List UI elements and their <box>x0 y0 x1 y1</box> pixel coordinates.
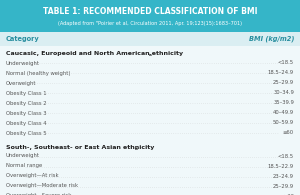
Text: Obesity Class 1: Obesity Class 1 <box>6 90 46 96</box>
Text: 50–59.9: 50–59.9 <box>273 121 294 126</box>
Text: 23–24.9: 23–24.9 <box>273 174 294 178</box>
Text: 40–49.9: 40–49.9 <box>273 111 294 115</box>
Text: ................................................................................: ........................................… <box>25 165 280 168</box>
Text: 35–39.9: 35–39.9 <box>273 100 294 105</box>
Text: Normal range: Normal range <box>6 163 42 168</box>
Text: 25–29.9: 25–29.9 <box>273 183 294 189</box>
Text: Underweight: Underweight <box>6 60 40 66</box>
Text: <18.5: <18.5 <box>278 153 294 159</box>
Text: ................................................................................: ........................................… <box>25 82 280 85</box>
Text: ≥60: ≥60 <box>283 130 294 136</box>
Text: 30–34.9: 30–34.9 <box>273 90 294 96</box>
Text: 25–29.9: 25–29.9 <box>273 81 294 85</box>
Text: ................................................................................: ........................................… <box>25 154 280 159</box>
Text: Underweight: Underweight <box>6 153 40 159</box>
Bar <box>0 32 300 46</box>
Text: Normal (healthy weight): Normal (healthy weight) <box>6 71 70 75</box>
Text: ≥30: ≥30 <box>283 193 294 195</box>
Text: ................................................................................: ........................................… <box>25 184 280 189</box>
Text: ................................................................................: ........................................… <box>25 61 280 66</box>
Text: ................................................................................: ........................................… <box>25 121 280 126</box>
Bar <box>0 46 300 195</box>
Text: 18.5–24.9: 18.5–24.9 <box>268 71 294 75</box>
Text: ................................................................................: ........................................… <box>25 112 280 115</box>
Text: BMI (kg/m2): BMI (kg/m2) <box>249 36 294 42</box>
Text: Overweight—Severe risk: Overweight—Severe risk <box>6 193 71 195</box>
Text: Overweight—At risk: Overweight—At risk <box>6 174 59 178</box>
Text: Caucasic, Europeoid and North American ethnicity: Caucasic, Europeoid and North American e… <box>6 51 183 57</box>
Text: Obesity Class 5: Obesity Class 5 <box>6 130 46 136</box>
Text: 18.5–22.9: 18.5–22.9 <box>268 163 294 168</box>
Text: ................................................................................: ........................................… <box>25 194 280 195</box>
Text: ................................................................................: ........................................… <box>25 175 280 178</box>
Text: ................................................................................: ........................................… <box>25 102 280 105</box>
Text: Obesity Class 2: Obesity Class 2 <box>6 100 46 105</box>
Text: a: a <box>149 53 152 58</box>
Text: ................................................................................: ........................................… <box>25 91 280 96</box>
Text: ................................................................................: ........................................… <box>25 72 280 75</box>
Text: <18.5: <18.5 <box>278 60 294 66</box>
Text: Category: Category <box>6 36 40 42</box>
Text: ................................................................................: ........................................… <box>25 131 280 136</box>
Text: a: a <box>135 146 138 151</box>
Text: Obesity Class 3: Obesity Class 3 <box>6 111 46 115</box>
Text: Overweight—Moderate risk: Overweight—Moderate risk <box>6 183 78 189</box>
Bar <box>0 0 300 32</box>
Text: South-, Southeast- or East Asian ethnicity: South-, Southeast- or East Asian ethnici… <box>6 144 154 150</box>
Text: Obesity Class 4: Obesity Class 4 <box>6 121 46 126</box>
Text: TABLE 1: RECOMMENDED CLASSIFICATION OF BMI: TABLE 1: RECOMMENDED CLASSIFICATION OF B… <box>43 6 257 15</box>
Text: Overweight: Overweight <box>6 81 37 85</box>
Text: (Adapted from "Poirier et al, Circulation 2011, Apr. 19;123(15):1683–701): (Adapted from "Poirier et al, Circulatio… <box>58 20 242 26</box>
